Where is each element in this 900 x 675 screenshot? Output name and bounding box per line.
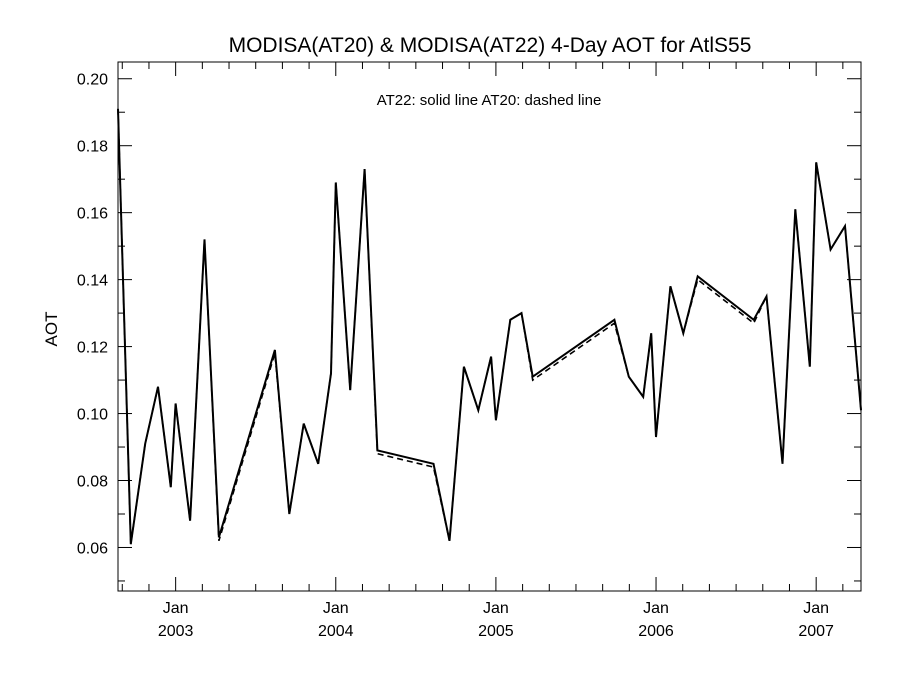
y-tick-label: 0.14 — [77, 273, 108, 290]
x-tick-label-year: 2007 — [798, 623, 834, 640]
series-layer — [117, 108, 862, 545]
x-tick-label-year: 2005 — [478, 623, 514, 640]
legend-annotation: AT22: solid line AT20: dashed line — [377, 92, 602, 109]
y-tick-label: 0.18 — [77, 139, 108, 156]
x-tick-label-year: 2003 — [158, 623, 194, 640]
y-tick-label: 0.12 — [77, 340, 108, 357]
y-axis-label: AOT — [42, 312, 61, 347]
series-line-at20 — [117, 108, 862, 545]
x-tick-label-month: Jan — [323, 600, 349, 617]
x-tick-label-month: Jan — [483, 600, 509, 617]
y-tick-label: 0.16 — [77, 206, 108, 223]
y-tick-label: 0.06 — [77, 540, 108, 557]
y-axis-ticks: 0.06 0.08 0.10 0.12 0.14 0.16 0.18 0.20 — [77, 72, 861, 582]
x-tick-label-month: Jan — [643, 600, 669, 617]
x-tick-label-year: 2004 — [318, 623, 354, 640]
chart-title: MODISA(AT20) & MODISA(AT22) 4-Day AOT fo… — [229, 34, 752, 57]
y-tick-label: 0.20 — [77, 72, 108, 89]
plot-frame — [117, 61, 862, 592]
x-tick-label-year: 2006 — [638, 623, 674, 640]
y-tick-label: 0.08 — [77, 474, 108, 491]
y-tick-label: 0.10 — [77, 407, 108, 424]
series-line-at22 — [117, 108, 862, 545]
x-tick-label-month: Jan — [163, 600, 189, 617]
x-tick-label-month: Jan — [803, 600, 829, 617]
x-axis-ticks: Jan 2003 Jan 2004 Jan 2005 Jan 2006 Jan 2007 — [121, 62, 844, 640]
